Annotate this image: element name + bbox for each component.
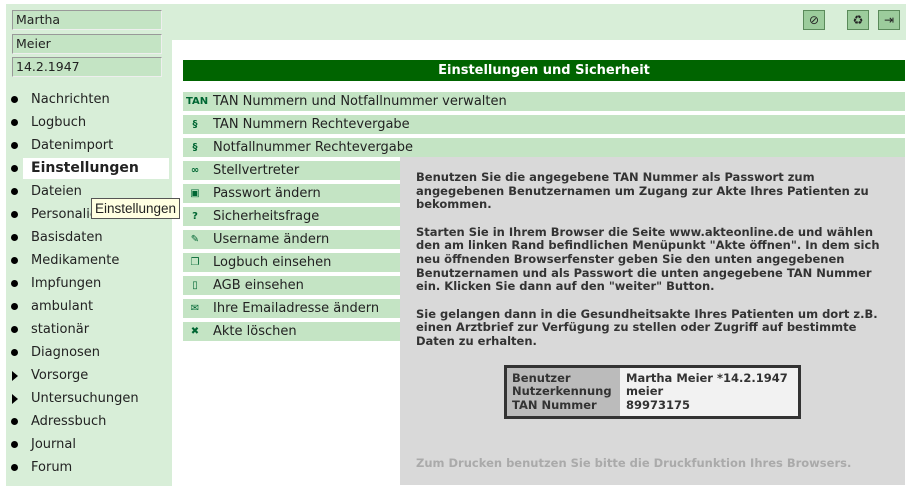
tan-label: TAN Nummer — [512, 397, 597, 412]
sidebar-item-label: Logbuch — [31, 115, 87, 130]
sidebar-item[interactable]: stationär — [6, 319, 172, 340]
birthdate-field: 14.2.1947 — [12, 57, 162, 77]
menu-item-label: Akte löschen — [213, 324, 297, 339]
menu-item-label: TAN Nummern Rechtevergabe — [213, 117, 410, 132]
tan-info-panel: Benutzen Sie die angegebene TAN Nummer a… — [400, 157, 905, 485]
info-paragraph: Benutzen Sie die angegebene TAN Nummer a… — [416, 170, 869, 212]
recycle-icon[interactable]: ♻ — [847, 10, 869, 30]
info-paragraph: Sie gelangen dann in die Gesundheitsakte… — [416, 306, 878, 348]
settings-menu-item[interactable]: TAN TAN Nummern und Notfallnummer verwalt… — [183, 92, 905, 111]
sidebar — [6, 4, 172, 486]
sidebar-item-label: Nachrichten — [31, 92, 110, 107]
tooltip: Einstellungen — [91, 198, 181, 219]
settings-menu-item[interactable]: § TAN Nummern Rechtevergabe — [183, 115, 905, 134]
menu-item-icon: § — [192, 142, 198, 153]
sidebar-item[interactable]: Personalien — [6, 204, 172, 225]
sidebar-item[interactable]: Untersuchungen — [6, 388, 172, 409]
menu-item-icon: ✉ — [190, 303, 200, 314]
menu-item-icon: TAN — [186, 96, 209, 107]
bullet-icon — [11, 257, 18, 264]
menu-item-icon: ▣ — [190, 188, 200, 199]
sidebar-item[interactable]: Journal — [6, 434, 172, 455]
no-entry-icon[interactable]: ⊘ — [803, 10, 825, 30]
bullet-icon — [11, 96, 18, 103]
first-name-field: Martha — [12, 10, 162, 30]
sidebar-item[interactable]: Impfungen — [6, 273, 172, 294]
sidebar-item-label: Adressbuch — [31, 414, 107, 429]
tan-value: 89973175 — [626, 397, 691, 412]
user-value: Martha Meier *14.2.1947 — [626, 370, 788, 385]
menu-item-label: Logbuch einsehen — [213, 255, 332, 270]
menu-item-icon: ∞ — [190, 165, 200, 176]
sidebar-item[interactable]: Logbuch — [6, 112, 172, 133]
bullet-icon — [11, 464, 18, 471]
page-title: Einstellungen und Sicherheit — [183, 60, 905, 81]
menu-item-label: Notfallnummer Rechtevergabe — [213, 140, 414, 155]
logout-icon[interactable]: ⇥ — [878, 10, 900, 30]
menu-item-label: AGB einsehen — [213, 278, 304, 293]
credentials-box: Benutzer Nutzerkennung TAN Nummer Martha M… — [504, 364, 801, 420]
sidebar-item[interactable]: Basisdaten — [6, 227, 172, 248]
user-label: Benutzer — [512, 370, 571, 385]
sidebar-item-label: Einstellungen — [23, 158, 169, 179]
sidebar-item[interactable]: Datenimport — [6, 135, 172, 156]
sidebar-item-label: ambulant — [31, 299, 94, 314]
bullet-icon — [11, 211, 18, 218]
bullet-icon — [11, 234, 18, 241]
bullet-icon — [11, 142, 18, 149]
bullet-icon — [11, 326, 18, 333]
print-note: Zum Drucken benutzen Sie bitte die Druck… — [416, 456, 852, 470]
bullet-icon — [11, 303, 18, 310]
bullet-icon — [11, 418, 18, 425]
sidebar-item[interactable]: Diagnosen — [6, 342, 172, 363]
sidebar-item-label: Basisdaten — [31, 230, 103, 245]
sidebar-item-label: Impfungen — [31, 276, 102, 291]
sidebar-item[interactable]: ambulant — [6, 296, 172, 317]
menu-item-label: Stellvertreter — [213, 163, 300, 178]
menu-item-icon: ❐ — [190, 257, 200, 268]
bullet-icon — [11, 188, 18, 195]
menu-item-label: Sicherheitsfrage — [213, 209, 320, 224]
sidebar-item-label: Forum — [31, 460, 73, 475]
settings-menu-item[interactable]: § Notfallnummer Rechtevergabe — [183, 138, 905, 157]
sidebar-item-label: Vorsorge — [31, 368, 89, 383]
bullet-icon — [11, 165, 18, 172]
expand-arrow-icon — [12, 371, 18, 381]
sidebar-item[interactable]: Nachrichten — [6, 89, 172, 110]
menu-item-icon: § — [192, 119, 198, 130]
sidebar-item-label: Journal — [31, 437, 76, 452]
menu-item-label: Passwort ändern — [213, 186, 321, 201]
sidebar-item-label: Diagnosen — [31, 345, 101, 360]
id-label: Nutzerkennung — [512, 384, 612, 399]
sidebar-item[interactable]: Medikamente — [6, 250, 172, 271]
menu-item-icon: ✖ — [190, 326, 200, 337]
info-paragraph: Starten Sie in Ihrem Browser die Seite w… — [416, 224, 880, 294]
menu-item-icon: ✎ — [190, 234, 200, 245]
sidebar-item-label: Personalien — [31, 207, 107, 222]
sidebar-item[interactable]: Dateien — [6, 181, 172, 202]
menu-item-icon: ▯ — [192, 280, 198, 291]
sidebar-item-label: Untersuchungen — [31, 391, 139, 406]
sidebar-item-label: stationär — [31, 322, 90, 337]
menu-item-icon: ? — [192, 211, 198, 222]
sidebar-item[interactable]: Forum — [6, 457, 172, 478]
id-value: meier — [626, 384, 664, 399]
sidebar-item-label: Datenimport — [31, 138, 114, 153]
menu-item-label: TAN Nummern und Notfallnummer verwalten — [213, 94, 507, 109]
bullet-icon — [11, 119, 18, 126]
last-name-field: Meier — [12, 34, 162, 54]
bullet-icon — [11, 441, 18, 448]
menu-item-label: Username ändern — [213, 232, 330, 247]
expand-arrow-icon — [12, 394, 18, 404]
sidebar-item[interactable]: Vorsorge — [6, 365, 172, 386]
menu-item-label: Ihre Emailadresse ändern — [213, 301, 380, 316]
sidebar-item-label: Dateien — [31, 184, 82, 199]
bullet-icon — [11, 349, 18, 356]
sidebar-item-label: Medikamente — [31, 253, 120, 268]
sidebar-item[interactable]: Einstellungen — [6, 158, 172, 179]
sidebar-item[interactable]: Adressbuch — [6, 411, 172, 432]
bullet-icon — [11, 280, 18, 287]
